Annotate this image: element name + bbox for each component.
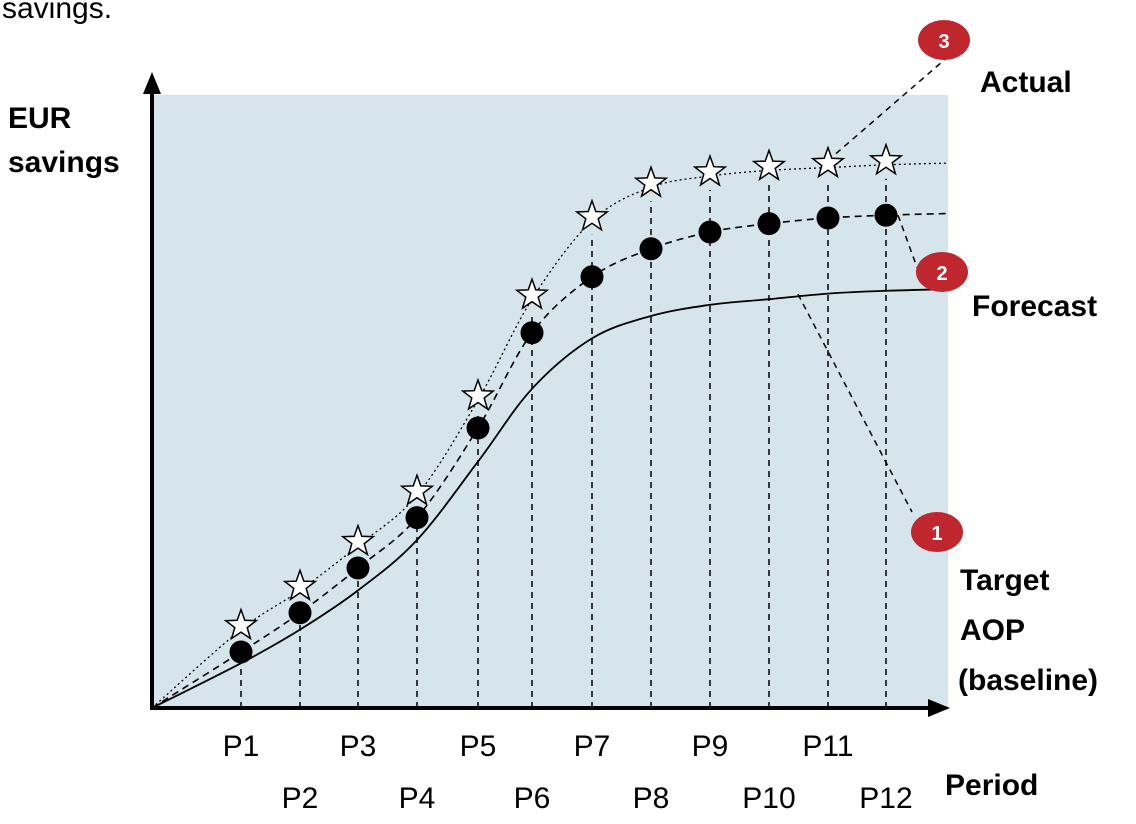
x-tick-p2: P2 bbox=[282, 782, 319, 815]
actual-point-p6 bbox=[514, 276, 550, 310]
forecast-point-p11 bbox=[816, 206, 840, 230]
forecast-point-p12 bbox=[874, 203, 898, 227]
actual-point-p9 bbox=[692, 153, 728, 187]
x-tick-p4: P4 bbox=[399, 782, 436, 815]
x-tick-p8: P8 bbox=[633, 782, 670, 815]
forecast-point-p6 bbox=[520, 321, 544, 345]
x-tick-p6: P6 bbox=[514, 782, 551, 815]
label-target-line-1: Target bbox=[960, 564, 1049, 597]
forecast-point-p7 bbox=[580, 265, 604, 289]
badge-actual-number: 3 bbox=[938, 31, 949, 53]
forecast-point-p10 bbox=[757, 212, 781, 236]
label-actual: Actual bbox=[980, 66, 1072, 99]
actual-point-p3 bbox=[340, 523, 376, 557]
y-axis-arrow bbox=[143, 72, 161, 94]
forecast-point-p2 bbox=[288, 601, 312, 625]
badge-actual: 3 bbox=[918, 20, 970, 60]
forecast-point-p3 bbox=[346, 556, 370, 580]
x-axis-arrow bbox=[928, 699, 950, 717]
forecast-point-p5 bbox=[466, 416, 490, 440]
target-line bbox=[151, 288, 949, 709]
callout-lines bbox=[797, 54, 951, 513]
callout-line-target bbox=[797, 293, 913, 513]
label-target-line-3: (baseline) bbox=[958, 664, 1098, 697]
actual-point-p11 bbox=[810, 145, 846, 179]
plot-background bbox=[152, 95, 948, 708]
x-tick-p5: P5 bbox=[460, 730, 497, 763]
callout-line-forecast bbox=[897, 214, 919, 271]
actual-point-p4 bbox=[399, 472, 435, 506]
actual-point-p2 bbox=[282, 568, 318, 602]
x-tick-p10: P10 bbox=[742, 782, 795, 815]
callout-line-actual bbox=[835, 54, 951, 155]
x-tick-p7: P7 bbox=[574, 730, 611, 763]
x-tick-p11: P11 bbox=[802, 730, 853, 763]
forecast-point-p8 bbox=[639, 237, 663, 261]
badge-target: 1 bbox=[911, 512, 963, 552]
x-tick-p1: P1 bbox=[223, 730, 260, 763]
badge-target-number: 1 bbox=[931, 523, 942, 545]
badge-forecast: 2 bbox=[916, 252, 968, 292]
actual-point-p8 bbox=[633, 164, 669, 198]
badge-forecast-shape bbox=[916, 252, 968, 292]
actual-point-p10 bbox=[751, 148, 787, 182]
actual-point-p12 bbox=[868, 142, 904, 176]
actual-point-p5 bbox=[460, 377, 496, 411]
series-markers bbox=[223, 142, 904, 664]
forecast-point-p1 bbox=[229, 640, 253, 664]
badge-actual-shape bbox=[918, 20, 970, 60]
x-tick-p12: P12 bbox=[859, 782, 912, 815]
x-tick-p9: P9 bbox=[692, 730, 729, 763]
y-axis-label-line-2: savings bbox=[8, 146, 120, 179]
x-axis-label: Period bbox=[945, 769, 1038, 802]
top-fragment-text: savings. bbox=[2, 0, 112, 25]
label-forecast: Forecast bbox=[972, 290, 1097, 323]
actual-line bbox=[151, 162, 949, 709]
actual-point-p7 bbox=[574, 198, 610, 232]
forecast-point-p4 bbox=[405, 506, 429, 530]
label-target-line-2: AOP bbox=[960, 614, 1025, 647]
y-axis-label-line-1: EUR bbox=[8, 102, 72, 135]
forecast-point-p9 bbox=[698, 220, 722, 244]
badge-forecast-number: 2 bbox=[936, 263, 947, 285]
x-tick-p3: P3 bbox=[340, 730, 377, 763]
badge-target-shape bbox=[911, 512, 963, 552]
actual-point-p1 bbox=[223, 607, 259, 641]
